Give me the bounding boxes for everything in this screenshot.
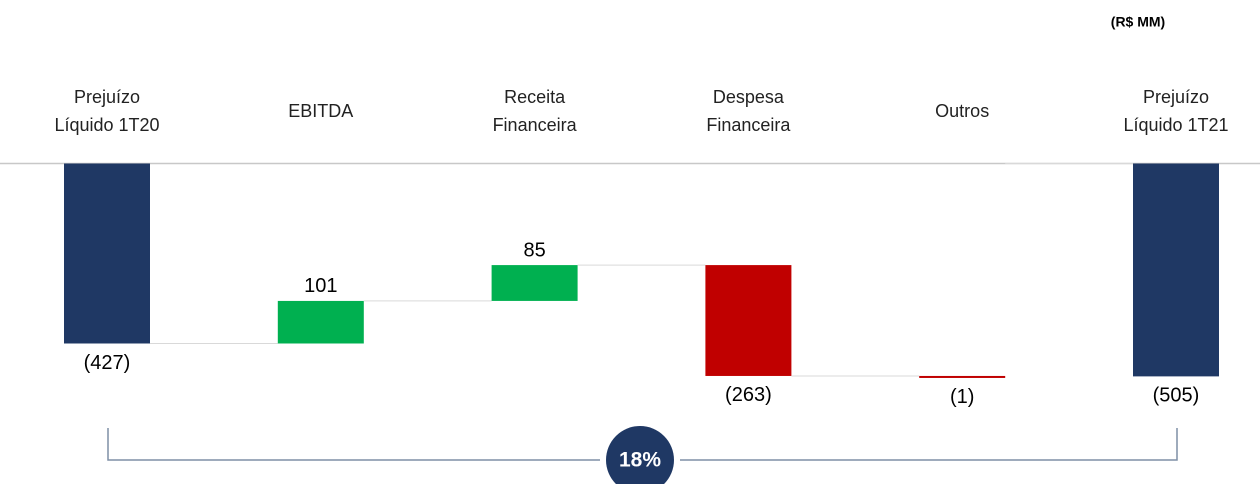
value-label: 85 [523,239,545,261]
annotation: 18% [619,449,661,472]
category-label: Outros [935,101,990,121]
badge [606,426,674,484]
category-label: Prejuízo Líquido 1T20 [54,87,160,135]
category-label: EBITDA [288,101,354,121]
bracket [107,428,1178,461]
category-label: Prejuízo Líquido 1T21 [1123,87,1229,135]
category-label: Despesa Financeira [706,87,791,135]
value-label: 101 [304,275,337,297]
bar [705,265,792,376]
unit-label: (R$ MM) [1111,14,1165,30]
bar [277,300,364,344]
value-label: (505) [1153,385,1200,407]
value-label: (1) [950,386,974,408]
bar [919,375,1006,378]
value-label: (263) [725,384,772,406]
bar [64,163,150,344]
bar [491,265,578,301]
value-label: (427) [84,352,131,374]
category-label: Receita Financeira [492,87,577,135]
bar [1133,163,1219,377]
